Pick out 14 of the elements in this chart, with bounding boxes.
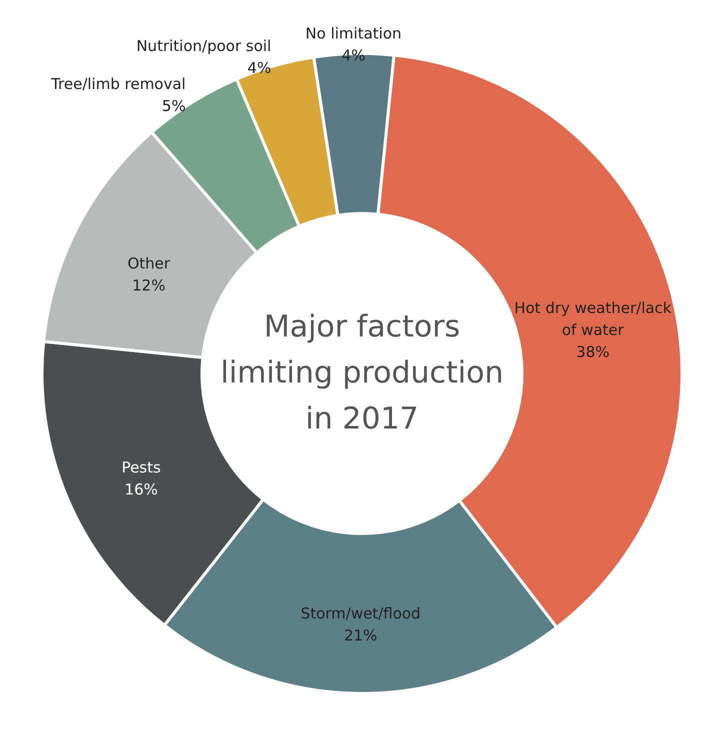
- data-label: 16%: [124, 480, 158, 499]
- data-label: 5%: [162, 97, 186, 116]
- slice-label: Tree/limb removal: [50, 75, 186, 94]
- data-label: 21%: [344, 626, 378, 644]
- data-label: 38%: [576, 342, 610, 361]
- slice-label: Storm/wet/flood: [300, 604, 421, 622]
- data-label: 4%: [247, 59, 272, 78]
- text: Major factors limiting production in 2017: [220, 310, 504, 436]
- slice-label: Hot dry weather/lack of water: [514, 298, 672, 339]
- slice-label: Other: [127, 254, 171, 272]
- slice-label: Pests: [122, 458, 161, 477]
- slice-label: No limitation: [305, 24, 402, 43]
- data-label: 12%: [132, 276, 166, 294]
- slice-label: Nutrition/poor soil: [136, 37, 272, 56]
